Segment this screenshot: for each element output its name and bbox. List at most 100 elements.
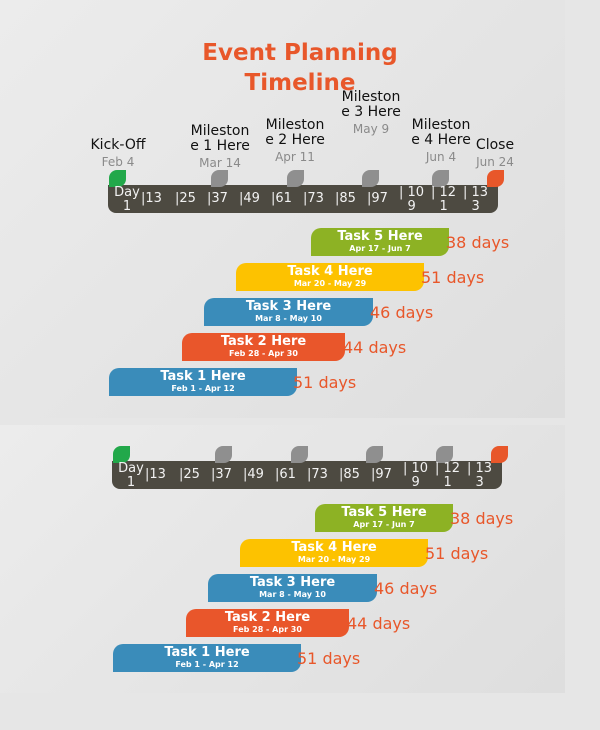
milestone-date: Feb 4 <box>101 155 135 169</box>
task-dates: Mar 20 - May 29 <box>293 279 367 288</box>
milestone-3-flag-icon <box>366 446 383 463</box>
tick-value: 73 <box>307 191 324 206</box>
close-flag-icon <box>487 170 504 187</box>
task-dates: Apr 17 - Jun 7 <box>349 244 411 253</box>
title-line-1: Event Planning <box>202 40 398 66</box>
tick-label: |13 <box>141 191 162 206</box>
title-line-2: Timeline <box>244 70 356 96</box>
tick-label: |13 <box>145 467 166 482</box>
milestone-close: Close Jun 24 <box>470 138 520 170</box>
task-1-bar: Task 1 Here Feb 1 - Apr 12 <box>109 368 297 396</box>
tick-value: 85 <box>339 191 356 206</box>
tick-value: 97 <box>375 467 392 482</box>
tick-value: 37 <box>215 467 232 482</box>
tick-value: 97 <box>371 191 388 206</box>
tick-value: 13 <box>145 191 162 206</box>
task-4-bar: Task 4 Here Mar 20 - May 29 <box>240 539 428 567</box>
task-4-bar: Task 4 Here Mar 20 - May 29 <box>236 263 424 291</box>
task-dates: Feb 28 - Apr 30 <box>233 625 302 634</box>
task-3-bar: Task 3 Here Mar 8 - May 10 <box>208 574 377 602</box>
milestone-1-flag-icon <box>211 170 228 187</box>
milestone-date: Jun 4 <box>425 150 457 164</box>
task-4-duration: 51 days <box>425 544 489 563</box>
tick-value: 25 <box>179 191 196 206</box>
milestone-label: Mileston e 1 Here <box>190 123 250 154</box>
tick-value: 49 <box>243 191 260 206</box>
task-dates: Apr 17 - Jun 7 <box>353 520 415 529</box>
milestone-date: May 9 <box>352 122 390 136</box>
tick-label: |97 <box>367 191 388 206</box>
tick-label: Day 1 <box>118 461 144 490</box>
tick-label: |61 <box>275 467 296 482</box>
task-4-duration: 51 days <box>421 268 485 287</box>
task-name: Task 1 Here <box>160 369 246 384</box>
milestone-label: Mileston e 2 Here <box>265 117 325 148</box>
tick-value: 133 <box>471 185 489 214</box>
task-name: Task 3 Here <box>245 299 332 314</box>
milestone-4-flag-icon <box>432 170 449 187</box>
milestone-2-flag-icon <box>291 446 308 463</box>
task-1-duration: 51 days <box>297 649 361 668</box>
task-5-bar: Task 5 Here Apr 17 - Jun 7 <box>315 504 453 532</box>
tick-label: | 109 <box>399 185 425 214</box>
milestone-1: Mileston e 1 Here Mar 14 <box>186 124 254 171</box>
tick-label: |49 <box>239 191 260 206</box>
task-3-duration: 46 days <box>370 303 434 322</box>
task-1-duration: 51 days <box>293 373 357 392</box>
task-name: Task 2 Here <box>224 610 311 625</box>
tick-label: |85 <box>339 467 360 482</box>
tick-label: |85 <box>335 191 356 206</box>
task-1-bar: Task 1 Here Feb 1 - Apr 12 <box>113 644 301 672</box>
task-5-bar: Task 5 Here Apr 17 - Jun 7 <box>311 228 449 256</box>
tick-value: 121 <box>439 185 457 214</box>
page-title: Event Planning Timeline <box>0 38 600 98</box>
task-dates: Feb 1 - Apr 12 <box>175 660 239 669</box>
milestone-3-flag-icon <box>362 170 379 187</box>
task-name: Task 2 Here <box>220 334 307 349</box>
timeline-bar <box>112 461 502 489</box>
tick-label: | 133 <box>467 461 493 490</box>
tick-value: 109 <box>407 185 425 214</box>
task-name: Task 3 Here <box>249 575 336 590</box>
tick-label: | 121 <box>431 185 457 214</box>
milestone-date: Jun 24 <box>476 155 514 169</box>
task-2-bar: Task 2 Here Feb 28 - Apr 30 <box>186 609 349 637</box>
tick-label: |25 <box>175 191 196 206</box>
milestone-date: Apr 11 <box>275 150 315 164</box>
tick-label: |73 <box>303 191 324 206</box>
tick-label: | 133 <box>463 185 489 214</box>
task-name: Task 4 Here <box>291 540 377 555</box>
tick-value: 85 <box>343 467 360 482</box>
tick-label: Day 1 <box>114 185 140 214</box>
task-2-duration: 44 days <box>347 614 411 633</box>
tick-value: 73 <box>311 467 328 482</box>
task-3-bar: Task 3 Here Mar 8 - May 10 <box>204 298 373 326</box>
tick-label: |61 <box>271 191 292 206</box>
milestone-3: Mileston e 3 Here May 9 <box>337 90 405 137</box>
kickoff-flag-icon <box>113 446 130 463</box>
task-2-duration: 44 days <box>343 338 407 357</box>
timeline-bar <box>108 185 498 213</box>
milestone-label: Close <box>475 137 515 153</box>
task-5-duration: 38 days <box>450 509 514 528</box>
milestone-1-flag-icon <box>215 446 232 463</box>
tick-label: |25 <box>179 467 200 482</box>
tick-label: |37 <box>207 191 228 206</box>
task-dates: Feb 1 - Apr 12 <box>171 384 235 393</box>
task-3-duration: 46 days <box>374 579 438 598</box>
tick-label: | 121 <box>435 461 461 490</box>
task-name: Task 1 Here <box>164 645 250 660</box>
task-dates: Mar 8 - May 10 <box>259 590 326 599</box>
milestone-2-flag-icon <box>287 170 304 187</box>
tick-value: 61 <box>275 191 292 206</box>
tick-label: |49 <box>243 467 264 482</box>
tick-value: 61 <box>279 467 296 482</box>
tick-value: 37 <box>211 191 228 206</box>
tick-value: 13 <box>149 467 166 482</box>
milestone-label: Kick-Off <box>90 137 146 153</box>
milestone-4: Mileston e 4 Here Jun 4 <box>407 118 475 165</box>
milestone-2: Mileston e 2 Here Apr 11 <box>261 118 329 165</box>
tick-label: |73 <box>307 467 328 482</box>
tick-label: |97 <box>371 467 392 482</box>
task-2-bar: Task 2 Here Feb 28 - Apr 30 <box>182 333 345 361</box>
